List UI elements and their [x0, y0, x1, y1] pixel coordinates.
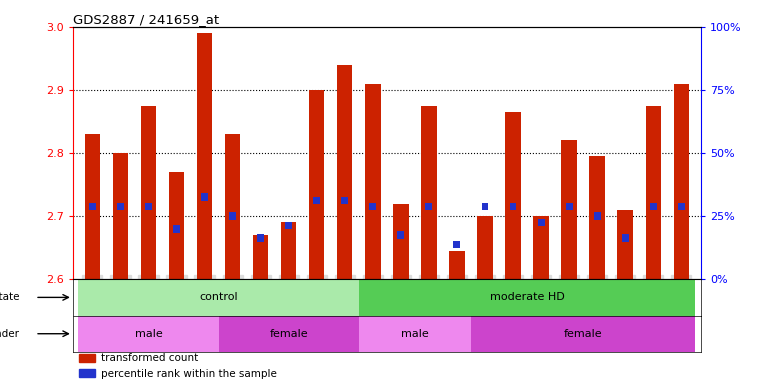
Bar — [309, 90, 325, 279]
Bar — [589, 156, 605, 279]
Bar — [85, 134, 100, 279]
Bar — [78, 316, 218, 352]
Bar — [358, 279, 696, 316]
Bar — [506, 112, 521, 279]
Bar — [225, 134, 241, 279]
Bar — [538, 218, 545, 226]
Bar — [678, 203, 685, 210]
Bar — [365, 84, 381, 279]
Bar — [650, 203, 656, 210]
Bar — [229, 212, 236, 220]
Bar — [281, 222, 296, 279]
Bar — [398, 231, 404, 239]
Bar — [342, 197, 349, 204]
Bar — [453, 241, 460, 248]
Bar — [646, 106, 661, 279]
Bar — [79, 354, 95, 362]
Bar — [477, 216, 493, 279]
Bar — [337, 65, 352, 279]
Bar — [594, 212, 601, 220]
Bar — [622, 234, 629, 242]
Bar — [313, 197, 320, 204]
Text: percentile rank within the sample: percentile rank within the sample — [101, 369, 277, 379]
Bar — [79, 369, 95, 377]
Bar — [358, 316, 471, 352]
Bar — [393, 204, 408, 279]
Bar — [369, 203, 376, 210]
Text: female: female — [564, 329, 602, 339]
Text: female: female — [270, 329, 308, 339]
Text: transformed count: transformed count — [101, 353, 198, 363]
Bar — [449, 251, 465, 279]
Text: control: control — [199, 292, 238, 302]
Bar — [201, 194, 208, 201]
Bar — [421, 106, 437, 279]
Bar — [141, 106, 156, 279]
Bar — [533, 216, 548, 279]
Text: gender: gender — [0, 329, 19, 339]
Bar — [257, 234, 264, 242]
Text: disease state: disease state — [0, 292, 19, 302]
Bar — [285, 222, 292, 229]
Bar — [673, 84, 689, 279]
Bar — [173, 225, 180, 233]
Text: male: male — [135, 329, 162, 339]
Bar — [169, 172, 185, 279]
Bar — [509, 203, 516, 210]
Bar — [218, 316, 358, 352]
Bar — [482, 203, 489, 210]
Bar — [471, 316, 696, 352]
Bar — [617, 210, 633, 279]
Bar — [89, 203, 96, 210]
Bar — [197, 33, 212, 279]
Text: GDS2887 / 241659_at: GDS2887 / 241659_at — [73, 13, 219, 26]
Bar — [561, 141, 577, 279]
Bar — [425, 203, 432, 210]
Bar — [253, 235, 268, 279]
Text: moderate HD: moderate HD — [489, 292, 565, 302]
Bar — [113, 153, 128, 279]
Bar — [145, 203, 152, 210]
Bar — [78, 279, 358, 316]
Text: male: male — [401, 329, 429, 339]
Bar — [565, 203, 572, 210]
Bar — [117, 203, 124, 210]
